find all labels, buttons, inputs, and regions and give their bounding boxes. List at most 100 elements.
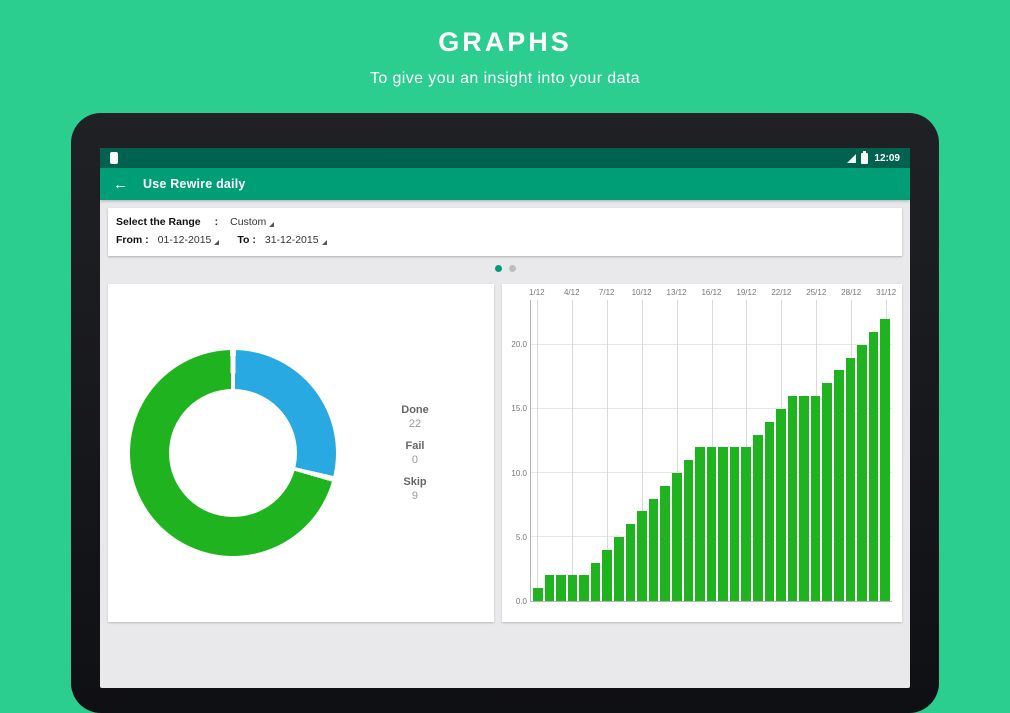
status-bar: 12:09 <box>100 148 910 168</box>
legend-item: Done 22 <box>401 404 429 430</box>
bar <box>683 460 694 601</box>
x-tick-label: 25/12 <box>806 288 827 297</box>
bar <box>845 357 856 601</box>
x-tick-label: 16/12 <box>701 288 722 297</box>
to-date-value[interactable]: 31-12-2015 <box>264 234 319 246</box>
to-date-dropdown[interactable]: 31-12-2015 <box>263 234 327 246</box>
range-dates-row: From : 01-12-2015 To : 31-12-2015 <box>116 231 894 249</box>
y-tick-label: 5.0 <box>515 532 527 542</box>
legend-item: Fail 0 <box>406 440 425 466</box>
bar <box>567 575 578 601</box>
bar-plot <box>530 300 892 602</box>
x-tick-label: 7/12 <box>598 288 615 297</box>
bar <box>660 485 670 601</box>
notification-icon <box>110 152 118 164</box>
legend-item: Skip 9 <box>403 476 426 502</box>
from-label: From : <box>116 234 149 246</box>
bar <box>695 447 705 601</box>
x-tick-label: 4/12 <box>563 288 580 297</box>
dropdown-triangle-icon <box>269 222 275 227</box>
v-gridline <box>606 300 608 601</box>
range-type-row: Select the Range : Custom <box>116 213 894 231</box>
legend-label: Skip <box>403 476 427 488</box>
x-tick-label: 28/12 <box>841 288 862 297</box>
bar <box>776 408 786 601</box>
bar-chart-card: 1/12 4/12 7/12 10/12 13/12 16/12 19/12 22/12 25/… <box>502 284 902 622</box>
to-label: To : <box>237 234 256 246</box>
bar <box>602 549 613 601</box>
bar <box>671 472 682 601</box>
bar-chart-body: 0.0 5.0 10.0 15.0 20.0 <box>506 300 892 606</box>
bar <box>648 498 659 601</box>
page-dot-active[interactable] <box>494 265 502 272</box>
bar <box>799 396 809 601</box>
hero-section: GRAPHS To give you an insight into your … <box>0 0 1010 88</box>
x-tick-label: 19/12 <box>736 288 757 297</box>
bar <box>637 511 647 601</box>
bar <box>579 575 589 601</box>
x-tick-label: 13/12 <box>666 288 687 297</box>
bar <box>556 575 566 601</box>
v-gridline <box>536 300 538 601</box>
battery-icon <box>861 150 869 164</box>
page-subtitle: To give you an insight into your data <box>369 70 641 87</box>
range-type-dropdown[interactable]: Custom <box>228 216 275 228</box>
page-indicator <box>100 265 910 272</box>
bar <box>625 524 636 601</box>
range-colon: : <box>214 216 219 228</box>
bar <box>764 421 775 601</box>
bar <box>787 396 798 601</box>
page-title: GRAPHS <box>438 27 572 57</box>
range-label: Select the Range <box>116 216 201 228</box>
legend-label: Done <box>401 404 429 416</box>
app-bar-title: Use Rewire daily <box>143 177 246 191</box>
bar <box>880 319 890 601</box>
tablet-frame: 12:09 ← Use Rewire daily Select the Rang… <box>71 113 939 713</box>
network-signal-icon <box>847 153 857 163</box>
bar <box>741 447 751 601</box>
x-tick-label: 22/12 <box>771 288 792 297</box>
legend-value: 0 <box>411 454 419 466</box>
y-tick-label: 15.0 <box>511 404 527 414</box>
bar <box>752 434 763 601</box>
dropdown-triangle-icon <box>321 240 327 245</box>
x-axis-labels: 1/12 4/12 7/12 10/12 13/12 16/12 19/12 22/12 25/… <box>529 287 896 300</box>
bar <box>614 536 624 601</box>
donut-chart <box>130 350 336 556</box>
legend-value: 22 <box>408 418 422 430</box>
status-bar-clock: 12:09 <box>874 152 900 164</box>
bar <box>533 588 543 601</box>
bar <box>590 562 601 601</box>
bar <box>822 383 833 601</box>
donut-chart-card: Done 22 Fail 0 Skip 9 <box>108 284 494 622</box>
y-axis-labels: 0.0 5.0 10.0 15.0 20.0 <box>506 300 530 606</box>
range-type-value[interactable]: Custom <box>230 216 267 228</box>
y-tick-label: 10.0 <box>511 468 527 478</box>
range-panel: Select the Range : Custom From : 01-12-2… <box>108 208 902 256</box>
legend-label: Fail <box>405 440 425 452</box>
dropdown-triangle-icon <box>214 240 220 245</box>
bar <box>729 447 740 601</box>
bar <box>718 447 728 601</box>
back-arrow-icon[interactable]: ← <box>113 175 128 193</box>
v-gridline <box>641 300 643 601</box>
charts-area: Done 22 Fail 0 Skip 9 1/12 4/12 7/12 10/12 13/12 1… <box>108 284 902 622</box>
bar <box>810 396 821 601</box>
from-date-dropdown[interactable]: 01-12-2015 <box>156 234 220 246</box>
x-tick-label: 31/12 <box>876 288 897 297</box>
v-gridline <box>676 300 678 601</box>
tablet-screen: 12:09 ← Use Rewire daily Select the Rang… <box>100 148 910 688</box>
x-tick-label: 10/12 <box>631 288 652 297</box>
bar <box>834 370 844 601</box>
bar <box>706 447 717 601</box>
x-tick-label: 1/12 <box>529 288 545 297</box>
from-date-value[interactable]: 01-12-2015 <box>157 234 212 246</box>
v-gridline <box>571 300 573 601</box>
y-tick-label: 20.0 <box>511 339 527 349</box>
legend-value: 9 <box>411 490 419 502</box>
page-dot[interactable] <box>508 265 516 272</box>
bar <box>857 344 867 601</box>
chart-legend: Done 22 Fail 0 Skip 9 <box>336 404 494 502</box>
bar <box>544 575 555 601</box>
